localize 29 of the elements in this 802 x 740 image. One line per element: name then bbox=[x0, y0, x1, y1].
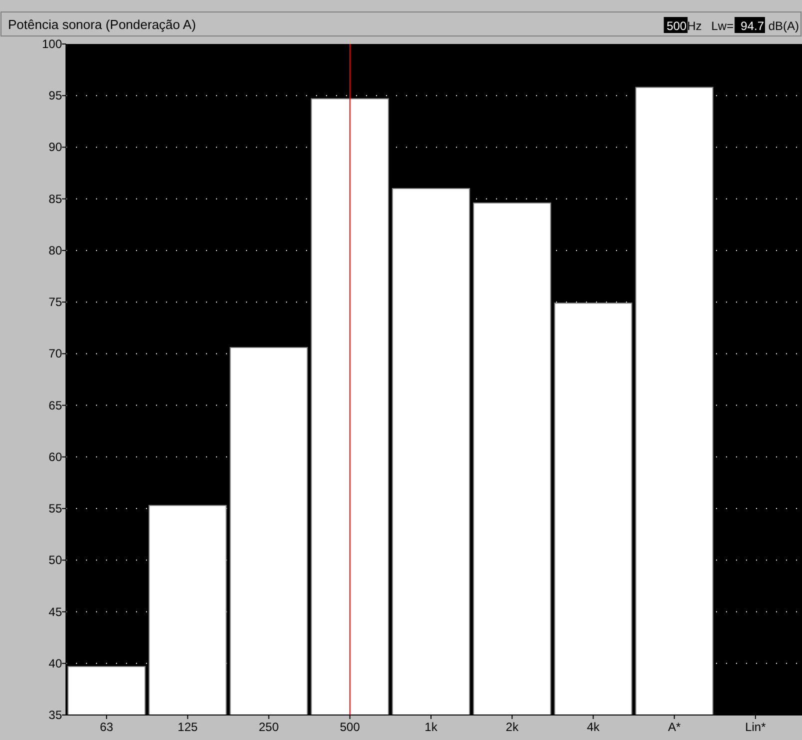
y-tick-label: 100 bbox=[42, 37, 62, 51]
x-tick-label: 2k bbox=[506, 720, 520, 734]
x-tick-label: Lin* bbox=[745, 720, 766, 734]
y-tick-label: 55 bbox=[48, 502, 62, 516]
chart-title: Potência sonora (Ponderação A) bbox=[8, 17, 196, 32]
y-tick-label: 75 bbox=[48, 295, 62, 310]
y-tick-label: 45 bbox=[48, 604, 62, 619]
x-tick-label: 63 bbox=[100, 720, 114, 734]
y-tick-label: 90 bbox=[48, 140, 62, 154]
y-tick-label: 95 bbox=[48, 88, 62, 103]
x-tick-label: 1k bbox=[424, 720, 438, 734]
y-tick-label: 65 bbox=[48, 398, 62, 412]
y-tick-label: 85 bbox=[48, 192, 62, 206]
x-tick-label: 4k bbox=[586, 720, 601, 734]
x-tick-label: 250 bbox=[258, 720, 280, 734]
x-tick-label: 500 bbox=[340, 720, 360, 734]
y-tick-label: 40 bbox=[48, 656, 62, 670]
x-tick-label: 125 bbox=[178, 720, 198, 734]
text: dB(A) bbox=[768, 19, 799, 33]
text: 94.7 bbox=[740, 19, 764, 33]
y-tick-label: 35 bbox=[48, 708, 62, 722]
text: Lw= bbox=[711, 19, 734, 33]
text: Hz bbox=[687, 19, 702, 33]
y-tick-label: 80 bbox=[48, 243, 62, 258]
y-tick-label: 50 bbox=[48, 553, 62, 568]
y-tick-label: 60 bbox=[48, 450, 62, 464]
text: 500 bbox=[666, 19, 687, 33]
x-tick-label: A* bbox=[668, 720, 681, 734]
y-tick-label: 70 bbox=[48, 346, 62, 361]
